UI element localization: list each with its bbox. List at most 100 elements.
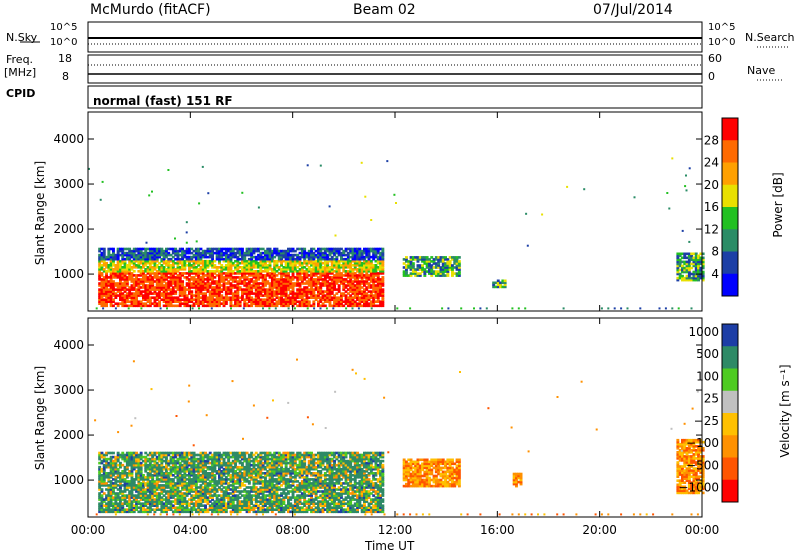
data-cell <box>360 272 364 275</box>
freq-label: Freq. <box>6 53 34 66</box>
data-cell <box>148 474 152 477</box>
data-cell <box>100 259 104 263</box>
data-cell <box>169 500 173 503</box>
data-cell <box>215 463 219 467</box>
data-cell <box>293 257 297 261</box>
data-cell <box>296 290 300 293</box>
data-cell <box>517 307 520 310</box>
data-cell <box>155 496 159 499</box>
data-cell <box>146 296 150 299</box>
data-cell <box>245 304 249 308</box>
data-cell <box>183 453 187 457</box>
data-cell <box>245 286 249 289</box>
data-cell <box>356 253 359 257</box>
data-cell <box>448 268 452 271</box>
data-cell <box>199 286 203 289</box>
data-cell <box>167 276 171 279</box>
data-cell <box>312 251 316 255</box>
data-cell <box>220 255 224 259</box>
data-cell <box>681 256 684 260</box>
data-cell <box>321 294 325 297</box>
data-cell <box>333 253 336 257</box>
data-cell <box>176 508 180 511</box>
data-cell <box>199 484 203 487</box>
data-cell <box>335 288 339 291</box>
data-cell <box>234 504 237 507</box>
data-cell <box>171 465 175 469</box>
data-cell <box>229 253 233 257</box>
data-cell <box>243 261 247 265</box>
data-cell <box>107 288 111 291</box>
data-cell <box>317 247 320 251</box>
data-cell <box>197 302 201 305</box>
data-cell <box>165 274 168 277</box>
data-cell <box>107 257 111 261</box>
data-cell <box>275 296 279 299</box>
data-cell <box>287 259 290 263</box>
data-cell <box>102 474 106 477</box>
data-cell <box>376 290 380 293</box>
data-cell <box>215 255 219 259</box>
data-cell <box>194 492 198 495</box>
data-cell <box>314 270 318 273</box>
data-cell <box>176 255 180 259</box>
data-cell <box>116 282 120 285</box>
data-cell <box>224 465 228 469</box>
data-cell <box>192 508 196 511</box>
data-cell <box>208 496 212 499</box>
data-cell <box>169 486 173 489</box>
data-cell <box>125 284 129 287</box>
data-cell <box>146 494 150 497</box>
data-cell <box>273 280 277 283</box>
data-cell <box>227 482 231 485</box>
data-cell <box>241 298 244 301</box>
data-cell <box>194 286 198 289</box>
data-cell <box>236 280 240 283</box>
data-cell <box>105 510 108 514</box>
data-cell <box>287 268 290 271</box>
data-cell <box>238 249 242 253</box>
data-cell <box>197 247 201 251</box>
data-cell <box>165 284 168 287</box>
data-cell <box>201 272 205 275</box>
data-cell <box>174 486 178 489</box>
data-cell <box>204 500 207 503</box>
data-cell <box>264 255 267 259</box>
data-cell <box>204 286 207 289</box>
data-cell <box>137 274 141 277</box>
data-cell <box>192 465 196 469</box>
data-cell <box>287 286 290 289</box>
data-cell <box>194 474 198 477</box>
data-cell <box>171 478 175 481</box>
data-cell <box>229 467 233 471</box>
data-cell <box>434 264 438 267</box>
data-cell <box>236 504 240 507</box>
data-cell <box>199 268 203 271</box>
data-cell <box>264 294 267 297</box>
data-cell <box>300 290 304 293</box>
data-cell <box>446 268 450 271</box>
data-cell <box>148 261 152 265</box>
data-cell <box>192 284 196 287</box>
data-cell <box>334 234 337 237</box>
data-cell <box>135 284 138 287</box>
data-cell <box>112 474 115 477</box>
data-cell <box>227 478 231 481</box>
data-cell <box>369 268 373 271</box>
data-cell <box>162 268 166 271</box>
data-cell <box>188 451 191 455</box>
data-cell <box>238 276 242 279</box>
data-cell <box>167 253 171 257</box>
data-cell <box>171 506 175 509</box>
data-cell <box>374 249 378 253</box>
data-cell <box>105 474 108 477</box>
data-cell <box>254 284 258 287</box>
data-cell <box>148 278 152 281</box>
data-cell <box>132 251 136 255</box>
data-cell <box>167 302 171 305</box>
data-cell <box>114 461 118 465</box>
data-cell <box>335 278 339 281</box>
data-cell <box>284 264 288 267</box>
data-cell <box>123 453 127 457</box>
data-cell <box>100 504 104 507</box>
